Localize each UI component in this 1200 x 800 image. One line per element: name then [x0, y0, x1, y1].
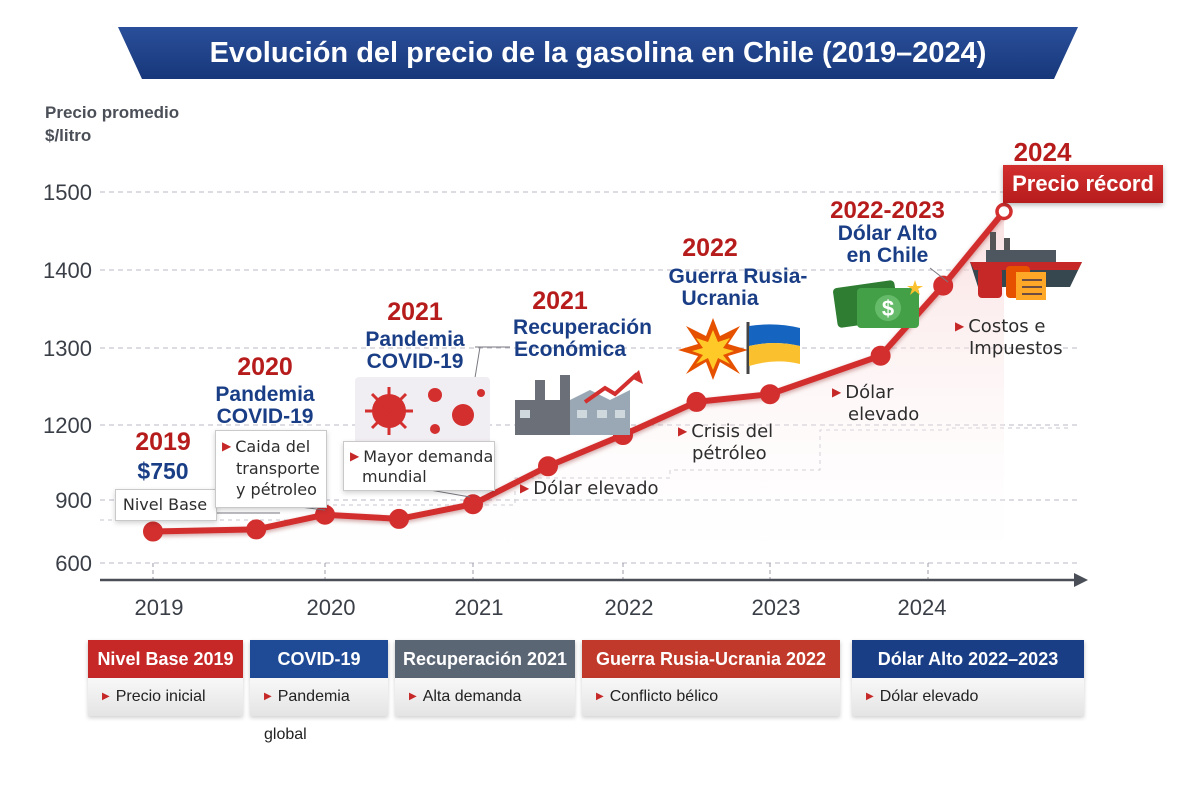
- data-point: [246, 519, 267, 540]
- x-tick-label: 2023: [752, 595, 801, 620]
- event-2019-note: Nivel Base: [122, 495, 208, 514]
- event-2020-title-line2: COVID-19: [216, 405, 314, 428]
- category-header-guerra: Guerra Rusia-Ucrania 2022: [582, 640, 840, 678]
- y-tick-label: 1400: [43, 258, 92, 283]
- oil-tanker-icon: [970, 232, 1082, 300]
- event-2021a-title-line1: Pandemia: [365, 328, 465, 351]
- event-2024-note-line1: ▶ Costos e: [955, 316, 1046, 337]
- event-2023-title-line1: Dólar Alto: [837, 222, 938, 245]
- money-icon: $: [833, 280, 923, 328]
- data-point: [686, 391, 707, 412]
- category-header-dolar: Dólar Alto 2022–2023: [852, 640, 1084, 678]
- category-item-nivel-base: ▶ Precio inicial: [88, 678, 243, 716]
- event-2021b-title-line1: Recuperación: [513, 316, 652, 339]
- leader-line: [429, 489, 471, 498]
- event-2019-year: 2019: [135, 428, 191, 456]
- event-2024-note-line2: Impuestos: [969, 338, 1063, 359]
- y-tick-label: 1200: [43, 413, 92, 438]
- data-point: [389, 508, 409, 529]
- title-banner: [118, 27, 1078, 79]
- event-2023-note-line1: ▶ Dólar: [832, 382, 894, 403]
- event-2019-value: $750: [137, 458, 189, 484]
- data-point: [760, 384, 780, 405]
- category-item-guerra: ▶ Conflicto bélico: [582, 678, 840, 716]
- event-2021a-note-line2: mundial: [362, 467, 427, 486]
- record-badge: Precio récord: [1003, 165, 1163, 203]
- event-2021b-note: ▶ Dólar elevado: [520, 478, 659, 499]
- x-tick-label: 2021: [455, 595, 504, 620]
- x-tick-label: 2022: [605, 595, 654, 620]
- event-2022-title-line2: Ucrania: [681, 287, 759, 310]
- event-2022-note-line2: pétróleo: [692, 443, 767, 464]
- category-header-recuperacion: Recuperación 2021: [395, 640, 575, 678]
- event-2020-card: [215, 430, 327, 508]
- y-tick-label: 600: [55, 551, 92, 576]
- virus-icon: [355, 377, 490, 445]
- x-tick-label: 2019: [135, 595, 184, 620]
- series-line: [150, 208, 1007, 535]
- data-point: [538, 456, 558, 477]
- event-2022-title-line1: Guerra Rusia-: [668, 265, 808, 288]
- event-2020-note-line3: y pétroleo: [236, 480, 317, 499]
- event-2021a-year: 2021: [387, 298, 443, 326]
- y-axis-label-line2: $/litro: [45, 126, 92, 145]
- category-item-recuperacion: ▶ Alta demanda: [395, 678, 575, 716]
- explosion-icon: [678, 318, 748, 380]
- category-item-dolar: ▶ Dólar elevado: [852, 678, 1084, 716]
- event-2020-year: 2020: [237, 353, 293, 381]
- y-axis-label-line1: Precio promedio: [45, 103, 180, 122]
- y-tick-label: 900: [55, 488, 92, 513]
- category-header-nivel-base: Nivel Base 2019: [88, 640, 243, 678]
- y-tick-label: 1300: [43, 336, 92, 361]
- event-2023-note-line2: elevado: [848, 404, 920, 425]
- event-2021b-title-line2: Económica: [513, 338, 627, 361]
- ukraine-flag-icon: [746, 322, 800, 374]
- event-2021b-year: 2021: [532, 287, 588, 315]
- event-2021a-note-line1: ▶ Mayor demanda: [350, 447, 494, 466]
- event-2024-year: 2024: [1013, 137, 1072, 167]
- data-point: [315, 504, 335, 525]
- data-point: [870, 345, 891, 366]
- svg-text:$: $: [882, 296, 894, 321]
- leader-line: [929, 267, 949, 283]
- event-2020-note-line2: transporte: [236, 459, 320, 478]
- event-2022-note-line1: ▶ Crisis del: [678, 421, 774, 442]
- x-tick-label: 2020: [307, 595, 356, 620]
- page-title: Evolución del precio de la gasolina en C…: [209, 37, 987, 69]
- factory-icon: [515, 370, 643, 435]
- category-header-covid: COVID-19: [250, 640, 388, 678]
- y-tick-label: 1500: [43, 180, 92, 205]
- data-point: [933, 275, 954, 296]
- event-2021a-title-line2: COVID-19: [366, 350, 464, 373]
- data-point: [463, 494, 483, 515]
- data-point: [143, 521, 163, 542]
- data-point: [995, 202, 1013, 221]
- event-2021a-card: [343, 441, 495, 491]
- event-2022-year: 2022: [682, 234, 738, 262]
- x-tick-label: 2024: [898, 595, 947, 620]
- event-2020-title-line1: Pandemia: [215, 383, 315, 406]
- series-area: [153, 211, 1004, 580]
- event-2023-year: 2022-2023: [830, 197, 945, 224]
- event-2023-title-line2: en Chile: [846, 244, 929, 267]
- category-item-covid: ▶ Pandemia global: [250, 678, 388, 743]
- event-2020-note-line1: ▶ Caida del: [222, 437, 311, 456]
- x-axis-arrow: [1074, 573, 1088, 587]
